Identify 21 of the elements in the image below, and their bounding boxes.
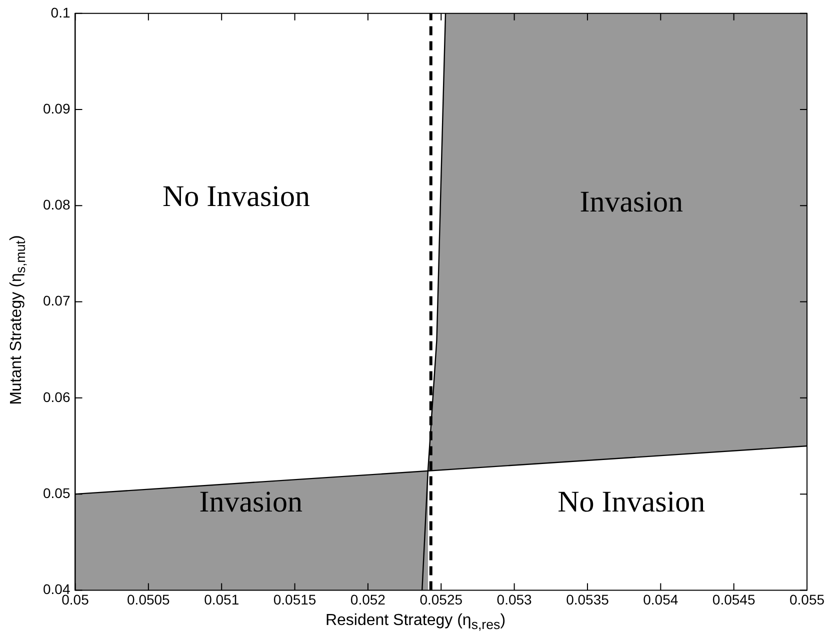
annotation: Invasion (580, 186, 684, 219)
annotation: No Invasion (162, 180, 310, 213)
x-tick-label: 0.0525 (420, 591, 463, 608)
x-tick-label: 0.0545 (712, 591, 756, 608)
x-tick-label: 0.0505 (127, 591, 170, 608)
y-tick-label: 0.1 (50, 4, 70, 20)
x-tick-label: 0.055 (789, 591, 825, 608)
y-tick-label: 0.07 (43, 292, 70, 309)
x-tick-label: 0.052 (350, 591, 386, 608)
x-axis-title: Resident Strategy (η$_{s,res}$) (324, 612, 507, 632)
x-tick-label: 0.053 (496, 591, 532, 608)
x-tick-label: 0.0515 (273, 591, 316, 608)
y-tick-label: 0.09 (43, 100, 70, 116)
y-tick-label: 0.05 (43, 484, 70, 501)
x-tick-label: 0.054 (643, 591, 678, 608)
x-tick-label: 0.051 (204, 591, 240, 608)
y-tick-label: 0.06 (43, 388, 70, 405)
y-tick-label: 0.08 (43, 196, 70, 213)
annotation: No Invasion (558, 486, 706, 519)
x-tick-label: 0.0535 (566, 591, 610, 608)
annotation: Invasion (199, 486, 303, 519)
